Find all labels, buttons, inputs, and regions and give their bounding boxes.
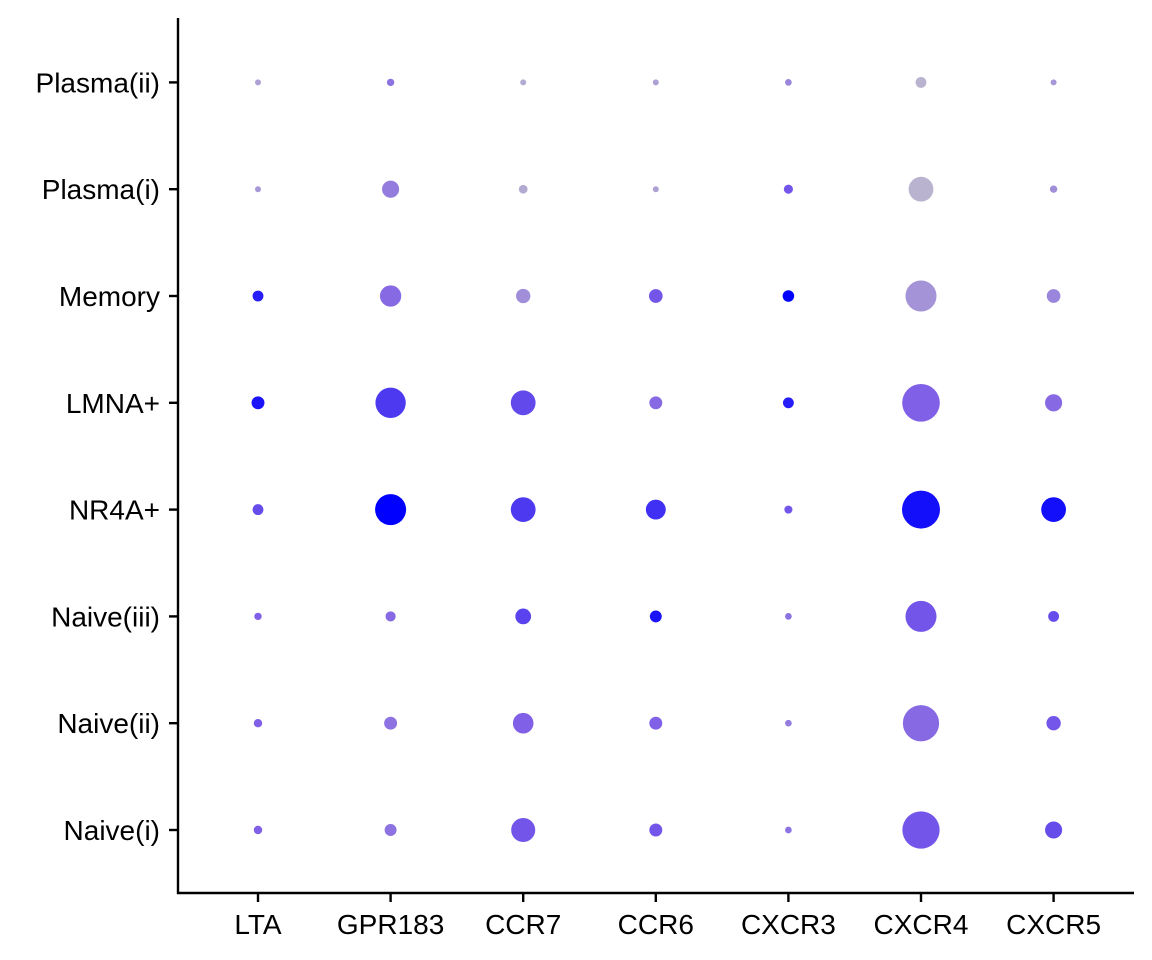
- dot-ccr7-naive-ii: [512, 712, 534, 734]
- dot-lta-plasma-ii: [255, 79, 261, 86]
- dot-lta-lmna: [251, 396, 265, 410]
- dot-gpr183-plasma-i: [382, 180, 400, 198]
- dot-ccr7-naive-iii: [515, 608, 532, 625]
- dot-cxcr3-memory: [782, 290, 795, 302]
- dot-ccr7-lmna: [510, 390, 536, 416]
- dot-gpr183-plasma-ii: [386, 78, 395, 87]
- dot-cxcr5-plasma-i: [1049, 185, 1058, 193]
- dot-gpr183-memory: [379, 285, 402, 307]
- dot-cxcr5-plasma-ii: [1050, 79, 1057, 86]
- dot-ccr6-memory: [648, 289, 663, 303]
- dot-cxcr4-nr4a: [902, 490, 940, 529]
- dot-cxcr3-nr4a: [784, 505, 793, 514]
- dot-ccr6-naive-ii: [649, 716, 663, 730]
- y-tick-label: Plasma(i): [42, 174, 160, 205]
- x-tick-label: GPR183: [337, 909, 444, 940]
- dot-ccr7-nr4a: [510, 497, 536, 522]
- dot-cxcr5-naive-iii: [1048, 610, 1060, 622]
- dot-ccr7-memory: [516, 288, 531, 304]
- dot-ccr6-naive-iii: [649, 610, 662, 623]
- dot-cxcr5-naive-i: [1045, 821, 1063, 839]
- dot-cxcr3-plasma-i: [783, 184, 793, 194]
- dot-cxcr4-lmna: [902, 383, 940, 422]
- dot-ccr6-nr4a: [645, 499, 666, 520]
- dot-lta-nr4a: [252, 504, 264, 516]
- x-tick-label: CXCR5: [1006, 909, 1101, 940]
- x-tick-label: CXCR3: [741, 909, 836, 940]
- dot-cxcr5-nr4a: [1041, 497, 1066, 522]
- dot-cxcr3-lmna: [782, 397, 794, 409]
- dot-ccr7-plasma-i: [518, 184, 528, 194]
- x-axis-ticks: LTA GPR183 CCR7 CCR6 CXCR3 CXCR4 CXCR5: [234, 893, 1101, 940]
- y-tick-label: Plasma(ii): [36, 67, 160, 98]
- dot-ccr7-plasma-ii: [520, 79, 527, 86]
- dot-gpr183-nr4a: [375, 494, 407, 526]
- dot-lta-naive-iii: [254, 612, 262, 621]
- y-tick-label: NR4A+: [69, 495, 160, 526]
- dot-cxcr3-naive-iii: [785, 613, 792, 620]
- dot-ccr6-naive-i: [649, 823, 663, 837]
- dot-cxcr4-naive-ii: [902, 705, 940, 742]
- dot-gpr183-naive-ii: [384, 716, 398, 730]
- axes: [176, 18, 1134, 895]
- dot-cxcr5-naive-ii: [1046, 716, 1061, 731]
- x-tick-label: CCR6: [618, 909, 694, 940]
- dot-cxcr5-lmna: [1045, 394, 1063, 412]
- dot-lta-plasma-i: [255, 186, 261, 193]
- dot-lta-memory: [252, 290, 264, 302]
- x-tick-label: CXCR4: [874, 909, 969, 940]
- dot-ccr7-naive-i: [511, 817, 536, 843]
- x-tick-label: LTA: [234, 909, 282, 940]
- y-tick-label: Memory: [59, 281, 160, 312]
- dot-gpr183-naive-iii: [385, 611, 396, 622]
- y-axis-ticks: Naive(i) Naive(ii) Naive(iii) NR4A+ LMNA+ Mem…: [36, 67, 178, 846]
- dot-cxcr3-naive-ii: [785, 719, 792, 727]
- dot-gpr183-lmna: [375, 387, 406, 418]
- dot-cxcr3-plasma-ii: [785, 79, 792, 86]
- dot-ccr6-plasma-ii: [652, 79, 659, 86]
- dot-lta-naive-i: [253, 825, 263, 835]
- dot-cxcr4-plasma-i: [908, 176, 934, 202]
- dot-cxcr4-plasma-ii: [915, 76, 927, 88]
- dot-cxcr4-naive-iii: [905, 600, 937, 632]
- y-tick-label: Naive(i): [64, 815, 160, 846]
- y-tick-label: Naive(iii): [51, 601, 160, 632]
- dot-lta-naive-ii: [253, 718, 263, 728]
- y-tick-label: LMNA+: [66, 388, 160, 419]
- dot-ccr6-plasma-i: [652, 186, 659, 193]
- points-layer: [251, 76, 1066, 849]
- dot-cxcr4-memory: [905, 280, 937, 312]
- dot-ccr6-lmna: [649, 396, 663, 410]
- dot-cxcr5-memory: [1046, 289, 1061, 303]
- dot-gpr183-naive-i: [384, 824, 397, 836]
- x-tick-label: CCR7: [485, 909, 561, 940]
- y-tick-label: Naive(ii): [57, 708, 160, 739]
- dot-cxcr4-naive-i: [902, 811, 940, 849]
- dot-cxcr3-naive-i: [785, 826, 792, 834]
